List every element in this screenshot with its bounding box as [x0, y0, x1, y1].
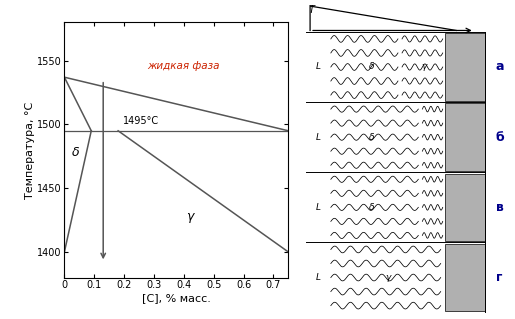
- Text: в: в: [496, 201, 504, 214]
- Text: δ: δ: [369, 203, 374, 212]
- Y-axis label: Температура, °C: Температура, °C: [25, 101, 36, 198]
- Text: γ: γ: [385, 273, 390, 282]
- Bar: [445, 244, 486, 311]
- Text: γ: γ: [186, 210, 194, 223]
- Text: L: L: [316, 203, 321, 212]
- Text: L: L: [316, 133, 321, 142]
- Text: δ: δ: [72, 146, 79, 159]
- Text: г: г: [496, 271, 503, 284]
- Bar: [445, 174, 486, 241]
- Bar: [445, 103, 486, 171]
- Text: а: а: [495, 61, 504, 73]
- Text: δ: δ: [369, 133, 374, 142]
- Text: T: T: [308, 4, 314, 15]
- Bar: [445, 33, 486, 101]
- Text: δ: δ: [369, 63, 374, 71]
- Text: жидкая фаза: жидкая фаза: [148, 61, 220, 71]
- Text: L: L: [316, 273, 321, 282]
- X-axis label: [C], % масс.: [C], % масс.: [142, 293, 211, 303]
- Text: б: б: [495, 131, 504, 144]
- Text: γ: γ: [422, 63, 427, 71]
- Text: 1495°С: 1495°С: [123, 116, 159, 126]
- Text: L: L: [316, 63, 321, 71]
